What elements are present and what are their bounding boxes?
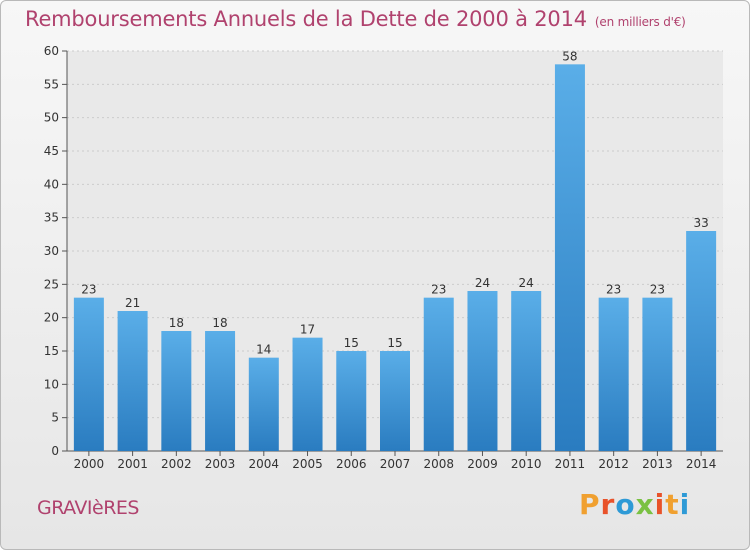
chart-title: Remboursements Annuels de la Dette de 20… [25, 7, 686, 31]
bar [642, 297, 673, 451]
bar [161, 331, 192, 451]
bar-value-label: 23 [81, 283, 96, 297]
bar [467, 291, 498, 451]
x-tick-label: 2000 [74, 457, 105, 471]
x-tick-label: 2013 [642, 457, 673, 471]
logo-letter: i [679, 488, 691, 521]
y-tick-label: 55 [44, 77, 59, 91]
y-tick-label: 45 [44, 144, 59, 158]
bar-value-label: 18 [169, 316, 184, 330]
bar-value-label: 21 [125, 296, 140, 310]
x-tick-label: 2004 [249, 457, 280, 471]
bar-value-label: 23 [431, 283, 446, 297]
bar-value-label: 14 [256, 343, 271, 357]
bar [554, 64, 585, 452]
x-tick-label: 2014 [686, 457, 717, 471]
x-tick-label: 2008 [423, 457, 454, 471]
bar [248, 357, 279, 451]
proxiti-logo: Proxiti [579, 488, 690, 521]
x-tick-label: 2006 [336, 457, 367, 471]
logo-letter: x [635, 488, 655, 521]
bar [73, 297, 104, 451]
x-tick-label: 2010 [511, 457, 542, 471]
bar [511, 291, 542, 451]
y-tick-label: 20 [44, 311, 59, 325]
y-tick-label: 25 [44, 277, 59, 291]
chart-title-text: Remboursements Annuels de la Dette de 20… [25, 7, 587, 31]
y-tick-label: 35 [44, 211, 59, 225]
x-tick-label: 2011 [555, 457, 586, 471]
x-tick-label: 2005 [292, 457, 323, 471]
y-tick-label: 60 [44, 44, 59, 58]
bar-value-label: 23 [606, 283, 621, 297]
bar-value-label: 24 [475, 276, 490, 290]
bar [380, 351, 410, 451]
logo-letter: r [600, 488, 616, 521]
bar [423, 297, 454, 451]
y-tick-label: 30 [44, 244, 59, 258]
bar-value-label: 23 [650, 283, 665, 297]
town-name: GRAVIèRES [37, 497, 140, 519]
x-tick-label: 2002 [161, 457, 192, 471]
x-tick-label: 2009 [467, 457, 498, 471]
logo-letter: t [665, 488, 680, 521]
logo-letter: i [654, 488, 666, 521]
x-tick-label: 2012 [598, 457, 629, 471]
y-tick-label: 5 [51, 411, 59, 425]
y-tick-label: 40 [44, 177, 59, 191]
chart-unit: (en milliers d'€) [594, 15, 686, 29]
x-tick-label: 2003 [205, 457, 236, 471]
bar-value-label: 24 [519, 276, 534, 290]
bar [598, 297, 629, 451]
logo-letter: P [579, 488, 601, 521]
bar-value-label: 15 [387, 336, 402, 350]
bar-value-label: 33 [693, 216, 708, 230]
bar [686, 231, 717, 451]
bar [117, 311, 148, 451]
bar-value-label: 17 [300, 323, 315, 337]
bar-value-label: 58 [562, 49, 577, 63]
bar-value-label: 18 [212, 316, 227, 330]
logo-letter: o [615, 488, 636, 521]
x-tick-label: 2001 [117, 457, 148, 471]
x-tick-label: 2007 [380, 457, 411, 471]
y-tick-label: 0 [51, 444, 59, 458]
y-tick-label: 50 [44, 111, 59, 125]
bar [292, 337, 323, 451]
bar-value-label: 15 [344, 336, 359, 350]
y-tick-label: 15 [44, 344, 59, 358]
bar [336, 351, 367, 451]
bar [205, 331, 236, 451]
y-tick-label: 10 [44, 377, 59, 391]
